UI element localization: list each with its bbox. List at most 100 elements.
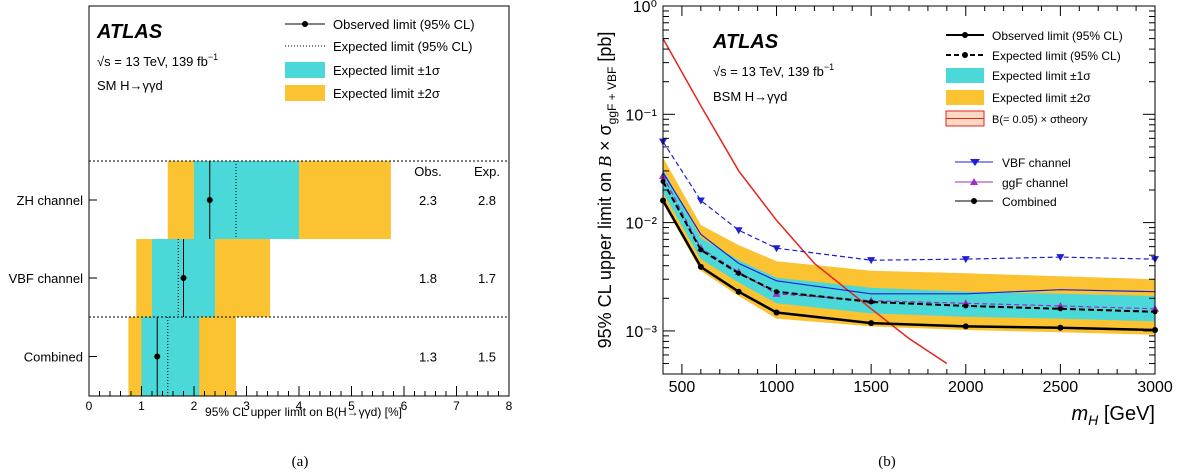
b-expected-marker	[963, 303, 969, 309]
a-observed-point	[206, 197, 213, 203]
b-vbf-marker	[1056, 254, 1065, 262]
b-y-tick-label: 10⁻²	[625, 216, 657, 233]
b-legend-ggf: ggF channel	[1002, 176, 1068, 190]
b-energy-label: √s = 13 TeV, 139 fb−1	[713, 62, 834, 79]
b-expected-marker	[774, 289, 780, 295]
b-x-tick-label: 2000	[948, 379, 984, 396]
b-observed-marker	[773, 309, 780, 316]
b-panel-label: (b)	[878, 454, 896, 470]
b-legend-vbf: VBF channel	[1002, 156, 1071, 170]
b-legend-sigma2-swatch	[946, 90, 984, 105]
b-legend-combined-marker	[971, 198, 977, 204]
a-legend-sigma1-swatch	[285, 62, 325, 78]
b-y-tick-label: 10⁻¹	[625, 107, 657, 124]
a-obs-value: 1.3	[419, 350, 437, 365]
b-y-axis-label: 95% CL upper limit on B × σggF + VBF [pb…	[595, 32, 619, 349]
b-vbf-marker	[696, 197, 705, 205]
a-process-label: SM H→γγd	[97, 78, 163, 93]
b-expected-marker	[736, 270, 742, 276]
a-x-tick-label: 7	[453, 399, 460, 413]
b-vbf-marker	[961, 256, 970, 264]
b-legend-expected: Expected limit (95% CL)	[992, 49, 1121, 63]
a-observed-point	[154, 353, 161, 360]
b-legend-sigma1: Expected limit ±1σ	[992, 69, 1091, 83]
a-x-tick-label: 5	[348, 399, 355, 413]
b-legend-sigma2: Expected limit ±2σ	[992, 91, 1091, 105]
b-x-tick-label: 1000	[759, 379, 795, 396]
b-x-tick-label: 3000	[1137, 379, 1173, 396]
a-value-table: 2.3 2.8 1.8 1.7 1.3 1.5	[419, 193, 496, 365]
b-x-tick-label: 1500	[853, 379, 889, 396]
a-legend-observed-marker	[302, 21, 308, 27]
a-col-obs: Obs.	[414, 164, 441, 179]
b-legend-observed: Observed limit (95% CL)	[992, 29, 1123, 43]
a-observed-point	[180, 275, 187, 281]
a-x-axis-label: 95% CL upper limit on B(H→γγd) [%]	[205, 405, 402, 419]
a-x-axis: 0 1 2 3 4 5 6 7 8	[86, 386, 513, 413]
b-vbf-marker	[734, 227, 743, 235]
b-observed-marker	[1057, 324, 1064, 331]
b-atlas-label: ATLAS	[712, 31, 779, 53]
b-axes: 500 1000 1500 2000 2500 3000 10⁰ 10⁻¹ 10⁻² 10⁻³	[625, 0, 1172, 396]
a-obs-value: 2.3	[419, 193, 437, 208]
b-y-tick-label: 10⁻³	[625, 324, 657, 341]
b-legend-combined: Combined	[1002, 195, 1057, 209]
b-process-label: BSM H→γγd	[713, 89, 787, 104]
b-vbf-line	[663, 141, 1155, 261]
b-y-tick-label: 10⁰	[633, 0, 657, 16]
b-observed-marker	[868, 320, 875, 327]
a-x-tick-label: 0	[86, 399, 93, 413]
a-lines	[154, 161, 237, 396]
b-x-tick-label: 500	[669, 379, 696, 396]
a-x-tick-label: 6	[401, 399, 408, 413]
a-col-exp: Exp.	[474, 164, 500, 179]
a-exp-value: 1.5	[478, 350, 496, 365]
b-legend-observed-marker	[962, 32, 968, 38]
b-vbf-marker	[867, 257, 876, 265]
b-legend-vbf-marker	[970, 159, 980, 166]
b-x-tick-label: 2500	[1043, 379, 1079, 396]
b-expected-marker	[868, 299, 874, 305]
a-legend-expected: Expected limit (95% CL)	[333, 39, 472, 54]
a-category-label: Combined	[24, 350, 83, 365]
b-expected-marker	[698, 247, 704, 253]
b-legend-sigma1-swatch	[946, 68, 984, 83]
a-x-tick-label: 8	[506, 399, 513, 413]
a-legend: Observed limit (95% CL) Expected limit (…	[285, 17, 475, 101]
b-legend-expected-marker	[962, 52, 968, 58]
a-exp-value: 1.7	[478, 271, 496, 286]
a-x-tick-label: 3	[243, 399, 250, 413]
a-band-1sigma	[141, 317, 200, 396]
a-legend-sigma2: Expected limit ±2σ	[333, 86, 440, 101]
a-legend-sigma2-swatch	[285, 85, 325, 101]
b-x-axis-label: mH [GeV]	[1072, 403, 1156, 428]
b-vbf-marker	[772, 245, 781, 253]
b-band-1sigma	[663, 169, 1155, 322]
a-legend-observed: Observed limit (95% CL)	[333, 17, 475, 32]
a-x-tick-label: 1	[138, 399, 145, 413]
b-expected-line	[663, 180, 1155, 313]
b-theory-line	[663, 38, 948, 365]
b-ggf-marker	[1056, 301, 1065, 309]
a-x-tick-label: 4	[296, 399, 303, 413]
b-legend-ggf-marker	[970, 178, 978, 185]
a-x-tick-label: 2	[191, 399, 198, 413]
a-category-labels: ZH channel VBF channel Combined	[9, 193, 97, 365]
b-series	[659, 38, 1159, 365]
a-panel-label: (a)	[292, 454, 309, 470]
b-observed-marker	[735, 288, 742, 295]
b-legend-theory: B(= 0.05) × σtheory	[992, 114, 1088, 126]
a-obs-value: 1.8	[419, 271, 437, 286]
a-exp-value: 2.8	[478, 193, 496, 208]
b-expected-marker	[1057, 306, 1063, 312]
a-bands	[128, 161, 391, 396]
a-category-label: ZH channel	[17, 193, 84, 208]
panel-b: 500 1000 1500 2000 2500 3000 10⁰ 10⁻¹ 10⁻² 10⁻³ 9…	[595, 0, 1173, 470]
a-legend-sigma1: Expected limit ±1σ	[333, 63, 440, 78]
b-legend: Observed limit (95% CL) Expected limit (…	[945, 29, 1123, 209]
b-combined-line	[663, 172, 1155, 295]
a-atlas-label: ATLAS	[96, 21, 163, 43]
b-observed-marker	[697, 263, 704, 270]
